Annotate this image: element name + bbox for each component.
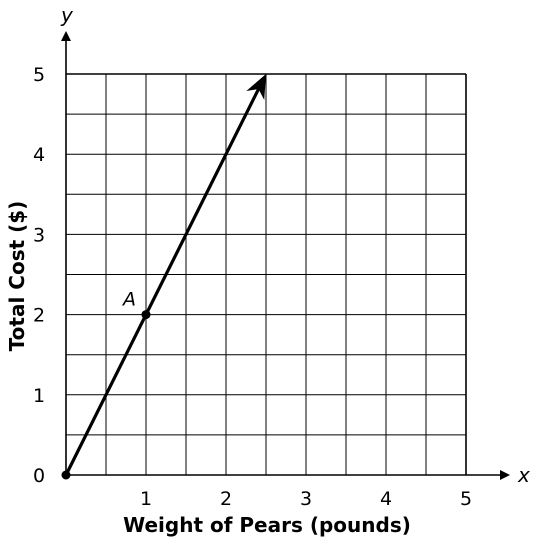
y-tick-label: 2 [33,305,45,327]
y-tick-label: 0 [33,465,45,487]
x-tick-label: 4 [380,488,392,510]
y-tick-label: 3 [33,224,45,246]
x-tick-label: 1 [140,488,152,510]
x-axis-title: Weight of Pears (pounds) [123,513,411,537]
x-tick-label: 3 [300,488,312,510]
point-origin [62,471,71,480]
y-tick-label: 4 [33,144,45,166]
axes [66,33,508,475]
point-label: A [121,289,136,311]
y-tick-label: 5 [33,64,45,86]
y-axis-letter: y [60,3,74,27]
x-tick-label: 2 [220,488,232,510]
point-A [142,310,151,319]
x-tick-label: 5 [460,488,472,510]
x-axis-letter: x [517,463,530,487]
cost-line [66,87,260,475]
grid [66,74,466,475]
y-axis-title: Total Cost ($) [5,201,29,352]
tick-labels: 1 2 3 4 5 0 1 2 3 4 5 [33,64,472,510]
y-tick-label: 1 [33,385,45,407]
